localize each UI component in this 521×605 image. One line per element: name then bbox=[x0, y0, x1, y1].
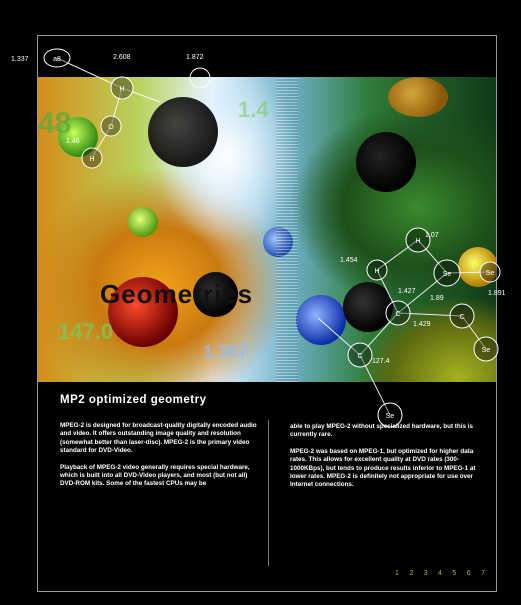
atom-circle bbox=[377, 402, 403, 428]
atom-circle bbox=[385, 300, 411, 326]
sphere-yellow bbox=[458, 247, 496, 287]
atom-label: Se bbox=[443, 271, 452, 278]
atom-label: H bbox=[89, 156, 94, 163]
atom-circle bbox=[473, 336, 499, 362]
hero-title: Geometries bbox=[100, 279, 254, 309]
sphere-dark-4 bbox=[343, 282, 393, 332]
article-column-left: MPEG-2 is designed for broadcast-quality… bbox=[60, 422, 260, 497]
atom-circle bbox=[81, 147, 103, 169]
bond-length-label: 1.07 bbox=[425, 232, 439, 239]
bond-length-label: 1.46 bbox=[66, 138, 80, 145]
ghost-number: 1.4 bbox=[238, 97, 269, 122]
atom-circle bbox=[189, 67, 211, 89]
atom-label: H bbox=[415, 238, 420, 245]
atom-label: C bbox=[459, 314, 464, 321]
hero-image: 48 147.0 1.367 1.4 Geometries bbox=[38, 77, 496, 382]
atom-circle bbox=[405, 227, 431, 253]
bond-length-label: 1.89 bbox=[430, 295, 444, 302]
bond-length-label: 1.427 bbox=[398, 288, 416, 295]
paragraph: Playback of MPEG-2 video generally requi… bbox=[60, 463, 250, 488]
atom-circle bbox=[449, 303, 475, 329]
article-column-right: able to play MPEG-2 without specialized … bbox=[290, 423, 480, 498]
column-divider bbox=[268, 420, 269, 566]
atom-label: Se bbox=[386, 413, 395, 420]
pagination: 1 2 3 4 5 6 7 bbox=[395, 570, 485, 577]
atom-label: Se bbox=[482, 347, 491, 354]
sphere-green bbox=[58, 117, 98, 157]
paragraph: able to play MPEG-2 without specialized … bbox=[290, 423, 473, 439]
page-link-2[interactable]: 2 bbox=[409, 570, 414, 577]
atom-circle bbox=[43, 48, 71, 68]
bond-length-label: 2.608 bbox=[113, 54, 131, 61]
atom-label: C bbox=[395, 311, 400, 318]
atom-circle bbox=[110, 76, 134, 100]
atom-label: C bbox=[357, 353, 362, 360]
bond-length-label: 1.337 bbox=[11, 56, 29, 63]
sphere-dark-2 bbox=[193, 272, 238, 317]
section-heading: MP2 optimized geometry bbox=[60, 394, 207, 406]
bond-length-label: 127.4 bbox=[372, 358, 390, 365]
bond-length-label: 1.872 bbox=[186, 54, 204, 61]
atom-circle bbox=[433, 259, 461, 287]
atom-circle bbox=[366, 259, 388, 281]
atom-circle bbox=[479, 261, 501, 283]
sphere-dark bbox=[148, 97, 218, 167]
atom-circle bbox=[100, 115, 122, 137]
paragraph: MPEG-2 is designed for broadcast-quality… bbox=[60, 422, 257, 455]
atom-label: O bbox=[108, 124, 114, 131]
page-link-6[interactable]: 6 bbox=[466, 570, 471, 577]
atom-label: a8 bbox=[53, 56, 61, 63]
page-link-4[interactable]: 4 bbox=[438, 570, 442, 577]
bond-length-label: 1.429 bbox=[413, 321, 431, 328]
page-link-3[interactable]: 3 bbox=[423, 570, 428, 577]
ghost-number: 1.367 bbox=[203, 342, 249, 362]
sphere-blue-2 bbox=[263, 227, 293, 257]
bond-length-label: 1.454 bbox=[340, 257, 358, 264]
ghost-number: 48 bbox=[38, 107, 72, 140]
ghost-number: 147.0 bbox=[58, 319, 114, 344]
page-link-1[interactable]: 1 bbox=[395, 570, 399, 577]
bond-length-label: 1.891 bbox=[488, 290, 506, 297]
scan-lines bbox=[276, 77, 298, 382]
atom-circle bbox=[347, 342, 373, 368]
atom-label: H bbox=[119, 86, 124, 93]
page-link-5[interactable]: 5 bbox=[452, 570, 457, 577]
page-frame bbox=[37, 35, 497, 592]
sphere-orange bbox=[388, 77, 448, 117]
atom-label: Se bbox=[486, 270, 495, 277]
paragraph: MPEG-2 was based on MPEG-1, but optimize… bbox=[290, 447, 476, 489]
sphere-green-2 bbox=[128, 207, 158, 237]
atom-label: H bbox=[374, 268, 379, 275]
sphere-dark-3 bbox=[356, 132, 416, 192]
page-link-7[interactable]: 7 bbox=[481, 570, 485, 577]
sphere-red bbox=[108, 277, 178, 347]
